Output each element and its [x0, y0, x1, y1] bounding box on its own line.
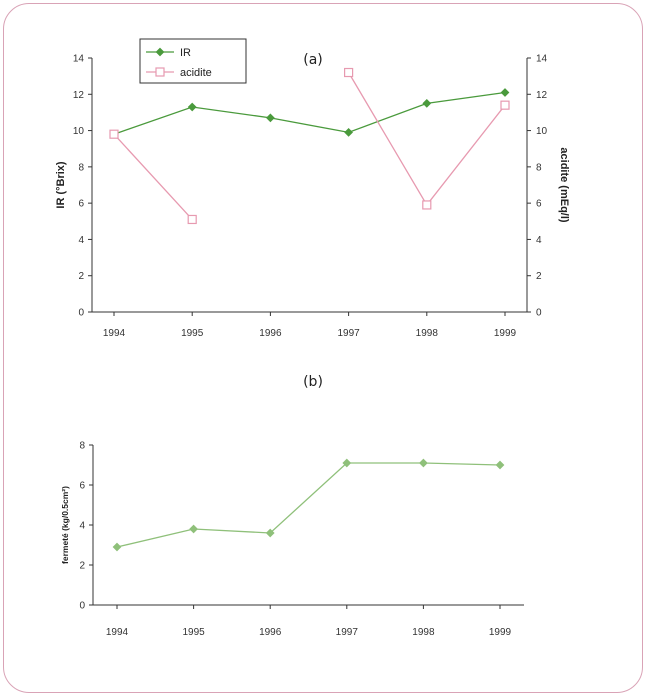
panel-label: (a): [303, 52, 323, 68]
y-tick-label: 14: [73, 54, 85, 65]
legend-item-acidite: acidite: [146, 67, 212, 79]
y-right-tick-label: 0: [536, 308, 542, 319]
data-point: [187, 214, 197, 225]
data-point: [344, 128, 353, 137]
series-line: [348, 72, 506, 207]
x-tick-label: 1999: [494, 328, 517, 339]
y-tick-label: 8: [79, 441, 85, 452]
data-point: [266, 113, 275, 123]
y-tick-label: 8: [78, 162, 84, 173]
series-line: [116, 462, 501, 548]
data-point: [109, 129, 119, 139]
legend-label: IR: [180, 47, 191, 59]
x-tick-label: 1994: [106, 627, 129, 638]
y-tick-label: 0: [78, 308, 84, 319]
y-right-axis-title: acidite (mEq/l): [558, 147, 570, 223]
legend-swatch-marker: [155, 67, 165, 77]
panel-label: (b): [303, 374, 323, 390]
y-right-tick-label: 10: [536, 126, 548, 137]
x-tick-label: 1995: [181, 328, 204, 339]
y-tick-label: 2: [79, 561, 85, 572]
data-point: [265, 528, 275, 538]
data-point: [344, 67, 354, 78]
x-tick-label: 1998: [412, 627, 435, 638]
data-point: [422, 98, 432, 108]
y-tick-label: 2: [78, 271, 84, 282]
data-point: [500, 100, 510, 110]
x-tick-label: 1996: [259, 627, 282, 638]
series-line: [113, 91, 506, 135]
legend-item-ir: IR: [146, 47, 191, 59]
legend-swatch-marker: [155, 47, 165, 57]
legend-label: acidite: [180, 67, 212, 79]
y-tick-label: 4: [78, 235, 84, 246]
y-axis-title: IR (°Brix): [55, 161, 67, 209]
x-tick-label: 1998: [416, 328, 439, 339]
y-tick-label: 12: [73, 90, 85, 101]
y-right-tick-label: 12: [536, 90, 548, 101]
y-tick-label: 6: [78, 199, 84, 210]
x-tick-label: 1997: [337, 328, 360, 339]
y-tick-label: 6: [79, 481, 85, 492]
series-acidite: [109, 67, 510, 225]
figure-frame: [3, 3, 643, 693]
data-point: [342, 458, 352, 468]
x-tick-label: 1999: [489, 627, 512, 638]
y-right-tick-label: 8: [536, 162, 542, 173]
x-tick-label: 1997: [336, 627, 359, 638]
y-right-tick-label: 6: [536, 199, 542, 210]
chart-a: 0 2 4 6 8 10 12 14 0 2 4 6 8 10 12 14 1994 1995 1996 1997 19…: [55, 38, 570, 339]
y-right-tick-label: 2: [536, 271, 542, 282]
data-point: [419, 458, 428, 468]
data-point: [189, 524, 198, 534]
x-tick-label: 1995: [182, 627, 205, 638]
data-point: [187, 102, 197, 112]
series-line: [113, 133, 193, 220]
legend: IR acidite: [139, 38, 247, 84]
data-point: [500, 88, 510, 97]
y-tick-label: 4: [79, 521, 85, 532]
data-point: [495, 460, 505, 470]
data-point: [112, 542, 122, 552]
y-tick-label: 10: [73, 126, 85, 137]
series-ir: [109, 88, 510, 139]
y-right-tick-label: 4: [536, 235, 542, 246]
series-0: [112, 458, 505, 552]
x-tick-label: 1996: [259, 328, 282, 339]
x-tick-label: 1994: [103, 328, 126, 339]
y-right-tick-label: 14: [536, 54, 548, 65]
chart-b: 0 2 4 6 8 1994 1995 1996 1997 1998 1999 fermeté (kg…: [60, 374, 524, 638]
y-axis-title: fermeté (kg/0.5cm²): [60, 486, 70, 564]
data-point: [422, 200, 432, 210]
y-tick-label: 0: [79, 601, 85, 612]
